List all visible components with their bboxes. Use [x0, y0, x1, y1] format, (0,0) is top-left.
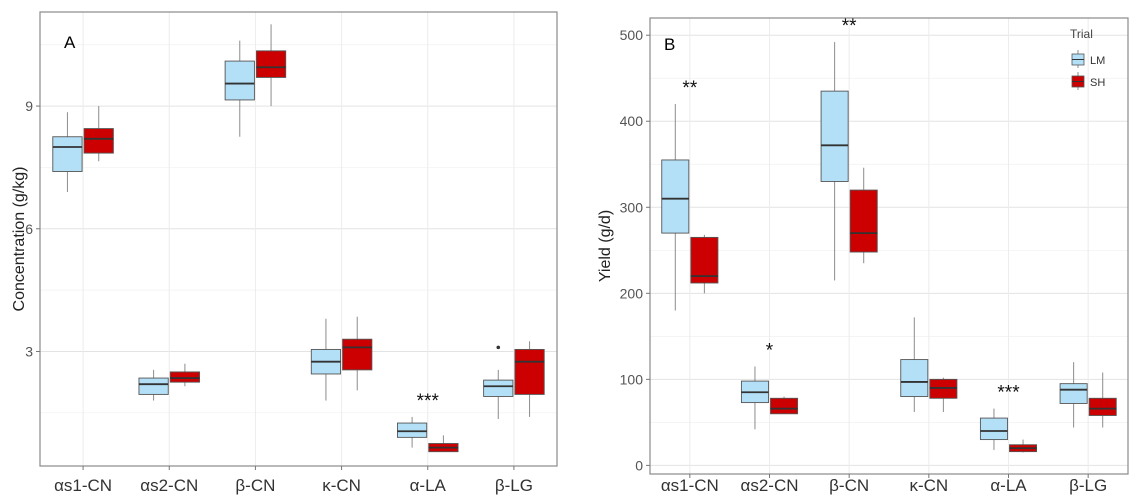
box-sh-s2-cn [770, 396, 799, 415]
box-sh-lg [1088, 372, 1117, 428]
legend: Trial LM SH [1070, 27, 1105, 90]
box-body [342, 338, 373, 371]
significance-s2-cn: * [766, 340, 774, 361]
y-axis-label: Concentration (g/kg) [11, 167, 28, 312]
y-tick-label: 200 [620, 285, 644, 301]
x-tick-label-lg: β-LG [495, 476, 533, 495]
box-body [1088, 397, 1117, 416]
box-body [138, 377, 169, 395]
y-tick-label: 3 [25, 343, 33, 359]
x-tick-label-s2-cn: αs2-CN [140, 476, 198, 495]
x-tick-label-la: α-LA [410, 476, 447, 495]
box-body [661, 159, 690, 234]
box-sh-cn [849, 167, 878, 264]
box-lm-la [397, 416, 428, 448]
box-body [514, 348, 545, 395]
box-lm-s2-cn [740, 366, 769, 430]
legend-label-lm: LM [1090, 55, 1105, 67]
significance-la: *** [997, 383, 1020, 404]
x-tick-label-la: α-LA [990, 476, 1027, 495]
legend-title: Trial [1070, 27, 1093, 41]
box-body [900, 359, 929, 398]
box-sh-s2-cn [169, 363, 200, 387]
box-body [397, 422, 428, 438]
x-tick-label-cn: κ-CN [909, 476, 948, 495]
box-sh-la [1009, 439, 1038, 453]
x-tick-label-s1-cn: αs1-CN [54, 476, 112, 495]
box-body [52, 136, 83, 172]
legend-key-sh [1071, 72, 1085, 90]
x-tick-label-lg: β-LG [1069, 476, 1107, 495]
box-body [255, 50, 287, 78]
box-body [224, 60, 255, 101]
box-body [979, 417, 1008, 441]
significance-s1-cn: ** [682, 78, 697, 99]
box-sh-cn [929, 377, 958, 413]
box-lm-la [979, 408, 1008, 450]
box-lm-lg [1059, 362, 1088, 428]
box-sh-lg [514, 341, 545, 417]
box-lm-s1-cn [661, 104, 690, 311]
x-tick-label-cn: β-CN [829, 476, 869, 495]
y-tick-label: 100 [620, 371, 644, 387]
box-body [1059, 383, 1088, 404]
x-tick-label-s1-cn: αs1-CN [661, 476, 719, 495]
box-sh-s1-cn [83, 106, 114, 162]
y-tick-label: 300 [620, 199, 644, 215]
legend-label-sh: SH [1090, 77, 1105, 89]
box-sh-la [428, 435, 459, 453]
box-sh-cn [255, 24, 287, 107]
x-tick-label-cn: β-CN [235, 476, 275, 495]
outlier-point [496, 345, 501, 350]
x-tick-label-s2-cn: αs2-CN [741, 476, 799, 495]
box-lm-s1-cn [52, 112, 83, 192]
plot-border [649, 17, 1129, 475]
box-sh-s1-cn [690, 234, 719, 294]
box-lm-cn [900, 317, 929, 413]
box-lm-cn [310, 318, 342, 401]
plot-border [39, 11, 558, 467]
y-axis-label: Yield (g/d) [597, 210, 614, 282]
box-lm-cn [820, 42, 849, 281]
box-lm-lg [483, 345, 514, 419]
box-lm-cn [224, 40, 255, 137]
y-tick-label: 400 [620, 113, 644, 129]
y-tick-label: 6 [25, 221, 33, 237]
box-sh-cn [342, 316, 373, 391]
panel-label: A [64, 33, 76, 52]
significance-cn: ** [842, 16, 857, 37]
y-tick-label: 0 [635, 457, 643, 473]
box-body [483, 379, 514, 397]
box-lm-s2-cn [138, 369, 169, 401]
y-tick-label: 500 [620, 27, 644, 43]
box-body [83, 128, 114, 154]
x-tick-label-cn: κ-CN [322, 476, 361, 495]
panel-label: B [664, 35, 675, 54]
box-body [849, 189, 878, 253]
legend-key-lm [1071, 50, 1085, 68]
significance-la: *** [417, 391, 440, 412]
y-tick-label: 9 [25, 98, 33, 114]
box-body [820, 90, 849, 182]
box-body [169, 371, 200, 383]
box-body [770, 397, 799, 415]
